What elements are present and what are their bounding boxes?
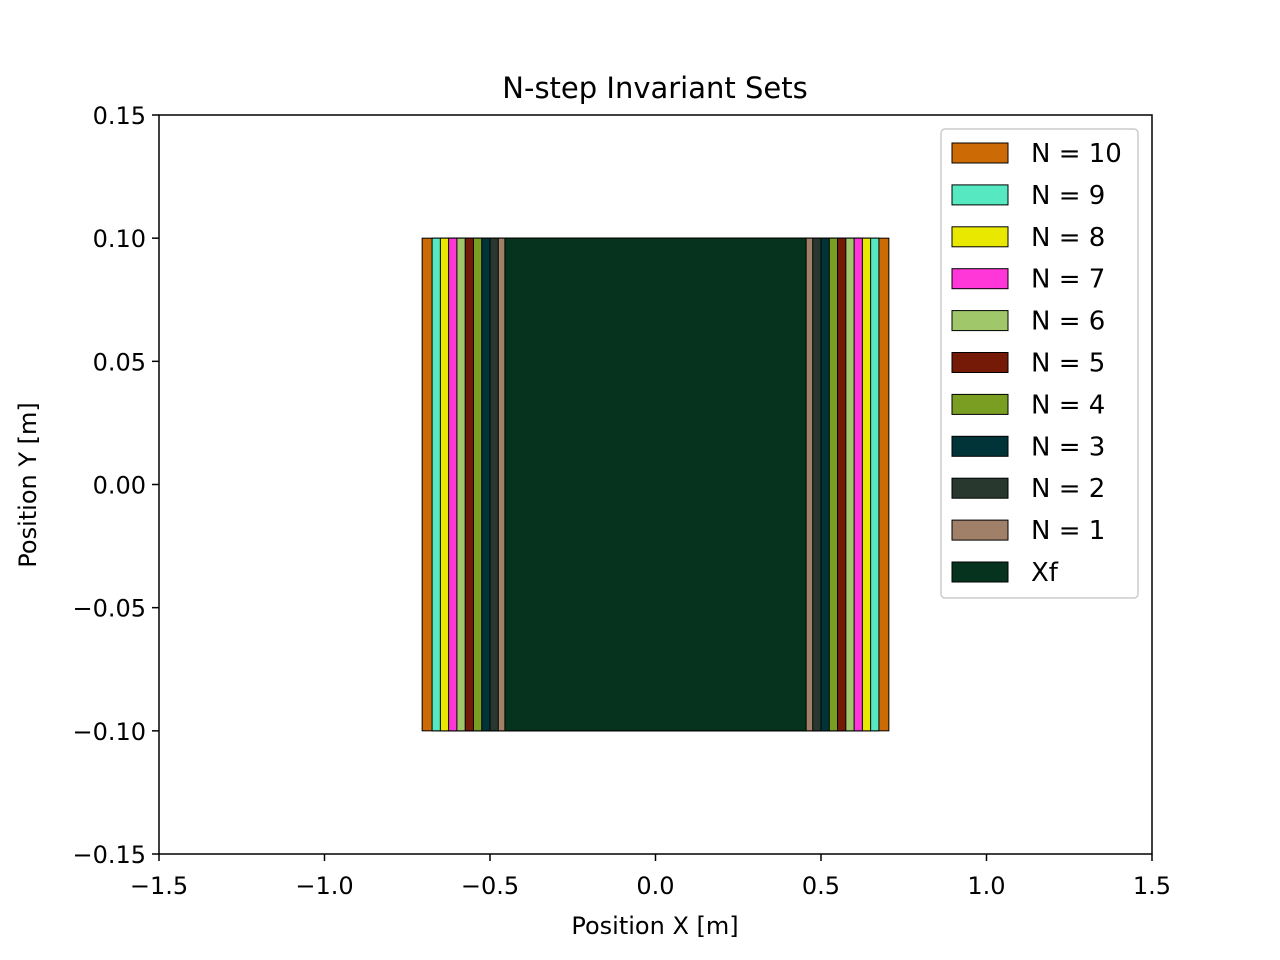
set-region-10: [504, 237, 807, 732]
legend-label: Xf: [1031, 558, 1059, 588]
legend-swatch: [951, 310, 1009, 332]
legend-swatch: [951, 561, 1009, 583]
x-axis-label: Position X [m]: [571, 912, 738, 940]
legend-label: N = 1: [1031, 516, 1105, 546]
legend-swatch: [951, 393, 1009, 415]
x-tick-label: 1.0: [967, 872, 1005, 900]
legend-label: N = 2: [1031, 474, 1105, 504]
y-tick-label: 0.15: [93, 102, 146, 130]
y-tick-label: 0.05: [93, 348, 146, 376]
legend-swatch: [951, 184, 1009, 206]
legend-swatch: [951, 142, 1009, 164]
legend-label: N = 4: [1031, 390, 1105, 420]
y-tick-label: 0.10: [93, 225, 146, 253]
legend-label: N = 5: [1031, 349, 1105, 379]
x-axis: −1.5 −1.0 −0.5 0.0 0.5 1.0 1.5: [130, 854, 1171, 900]
x-tick-label: −1.0: [295, 872, 353, 900]
legend-label: N = 6: [1031, 307, 1105, 337]
legend-label: N = 9: [1031, 181, 1105, 211]
y-tick-label: −0.15: [72, 841, 146, 869]
y-axis-label: Position Y [m]: [14, 402, 42, 567]
x-tick-label: −1.5: [130, 872, 188, 900]
y-axis: 0.15 0.10 0.05 0.00 −0.05 −0.10 −0.15: [72, 102, 159, 869]
legend: N = 10 N = 9 N = 8 N = 7 N = 6 N = 5 N = 4 N = …: [940, 128, 1139, 599]
legend-swatch: [951, 226, 1009, 248]
legend-swatch: [951, 268, 1009, 290]
y-tick-label: 0.00: [93, 472, 146, 500]
legend-swatch: [951, 477, 1009, 499]
legend-swatch: [951, 435, 1009, 457]
chart-title: N-step Invariant Sets: [502, 71, 807, 105]
legend-label: N = 10: [1031, 139, 1122, 169]
legend-swatch: [951, 352, 1009, 373]
y-tick-label: −0.10: [72, 718, 146, 746]
legend-label: N = 3: [1031, 432, 1105, 462]
x-tick-label: 0.5: [802, 872, 840, 900]
y-tick-label: −0.05: [72, 595, 146, 623]
x-tick-label: −0.5: [461, 872, 519, 900]
x-tick-label: 0.0: [636, 872, 674, 900]
x-tick-label: 1.5: [1133, 872, 1171, 900]
invariant-sets: [421, 237, 890, 732]
legend-label: N = 7: [1031, 265, 1105, 295]
legend-label: N = 8: [1031, 223, 1105, 253]
legend-swatch: [951, 519, 1009, 541]
